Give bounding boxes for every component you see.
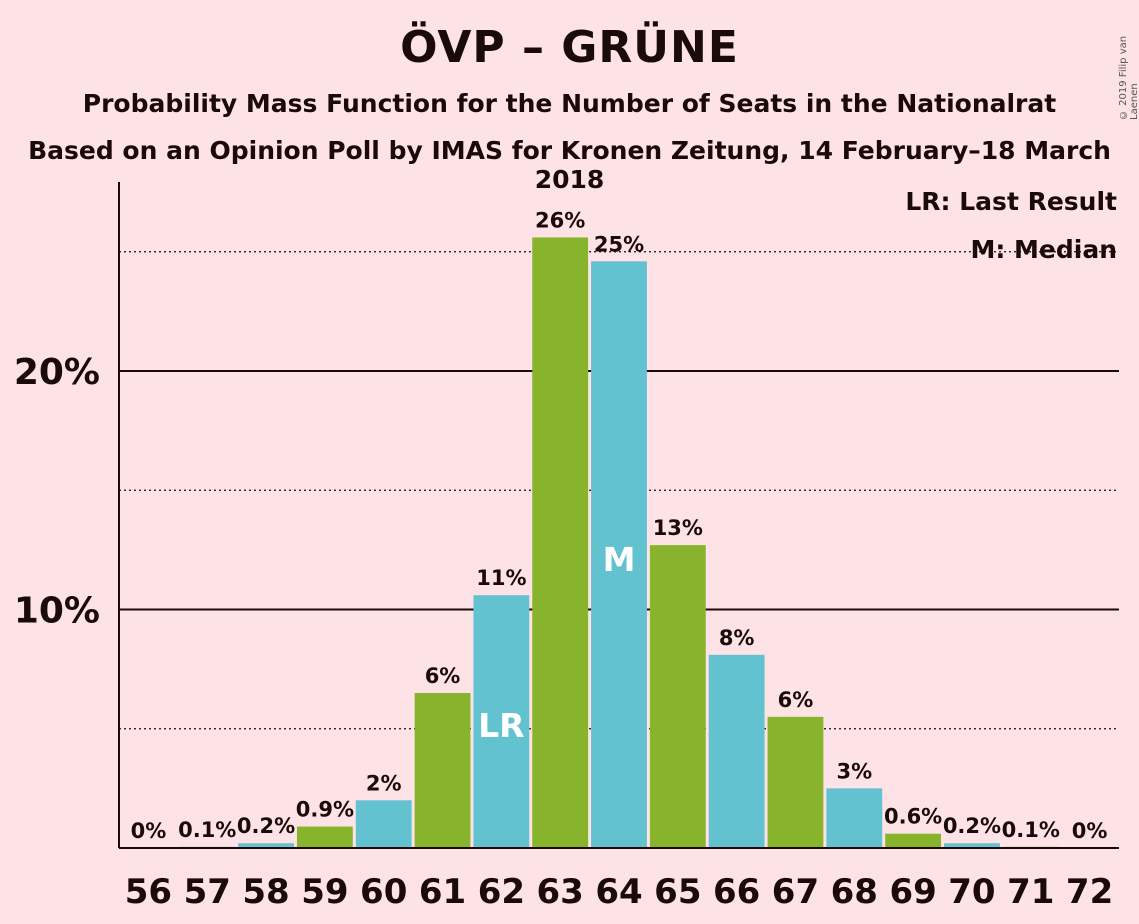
bars: LR M bbox=[179, 237, 1059, 848]
legend-last-result: LR: Last Result bbox=[905, 187, 1117, 216]
x-axis-tick-labels: 56 57 58 59 60 61 62 63 64 65 66 67 68 69 70 71 72 bbox=[125, 872, 1114, 912]
x-tick-60: 60 bbox=[360, 872, 407, 912]
bar-60 bbox=[355, 800, 412, 848]
bar-label-66: 8% bbox=[719, 626, 755, 650]
chart-source-subtitle: Based on an Opinion Poll by IMAS for Kro… bbox=[28, 136, 1111, 194]
x-tick-61: 61 bbox=[419, 872, 466, 912]
chart-title: ÖVP – GRÜNE bbox=[400, 22, 739, 73]
x-tick-59: 59 bbox=[301, 872, 348, 912]
x-tick-69: 69 bbox=[889, 872, 936, 912]
bar-label-56: 0% bbox=[131, 819, 167, 843]
y-tick-10: 10% bbox=[14, 591, 100, 632]
x-tick-56: 56 bbox=[125, 872, 172, 912]
bar-64 bbox=[591, 261, 647, 848]
bar-label-72: 0% bbox=[1072, 819, 1108, 843]
bar-61 bbox=[414, 692, 471, 848]
bar-65 bbox=[649, 545, 706, 848]
x-tick-64: 64 bbox=[595, 872, 642, 912]
x-tick-71: 71 bbox=[1007, 872, 1054, 912]
x-tick-57: 57 bbox=[184, 872, 231, 912]
bar-label-57: 0.1% bbox=[178, 818, 236, 842]
bar-label-67: 6% bbox=[778, 688, 814, 712]
bar-58 bbox=[238, 843, 294, 848]
bar-label-70: 0.2% bbox=[943, 814, 1001, 838]
bar-63 bbox=[532, 237, 589, 848]
bar-label-65: 13% bbox=[653, 516, 703, 540]
legend-median: M: Median bbox=[970, 235, 1117, 264]
x-tick-58: 58 bbox=[242, 872, 289, 912]
bar-label-63: 26% bbox=[535, 208, 585, 232]
bar-label-61: 6% bbox=[425, 664, 461, 688]
x-tick-62: 62 bbox=[478, 872, 525, 912]
x-tick-66: 66 bbox=[713, 872, 760, 912]
bar-69 bbox=[885, 833, 942, 848]
bar-label-59: 0.9% bbox=[296, 798, 354, 822]
y-axis-tick-labels: 10% 20% bbox=[14, 352, 100, 632]
bar-59 bbox=[296, 826, 353, 848]
bar-label-71: 0.1% bbox=[1002, 818, 1060, 842]
bar-label-64: 25% bbox=[594, 232, 644, 256]
x-tick-65: 65 bbox=[654, 872, 701, 912]
bar-label-60: 2% bbox=[366, 771, 402, 795]
x-tick-63: 63 bbox=[537, 872, 584, 912]
bar-66 bbox=[708, 654, 765, 848]
last-result-marker: LR bbox=[478, 706, 524, 745]
bar-label-62: 11% bbox=[476, 566, 526, 590]
x-tick-72: 72 bbox=[1066, 872, 1113, 912]
x-tick-67: 67 bbox=[772, 872, 819, 912]
bar-67 bbox=[767, 716, 824, 848]
bar-label-58: 0.2% bbox=[237, 814, 295, 838]
y-tick-20: 20% bbox=[14, 352, 100, 393]
bar-70 bbox=[944, 843, 1000, 848]
bar-68 bbox=[826, 788, 883, 848]
bar-label-69: 0.6% bbox=[884, 805, 942, 829]
bar-label-68: 3% bbox=[836, 759, 872, 783]
x-tick-68: 68 bbox=[831, 872, 878, 912]
bar-labels: 0% 0.1% 0.2%0.9%2%6%11%26%25%13%8%6%3%0.6%… bbox=[131, 208, 1108, 843]
x-tick-70: 70 bbox=[948, 872, 995, 912]
bar-62 bbox=[473, 595, 530, 848]
median-marker: M bbox=[603, 540, 636, 579]
chart-subtitle: Probability Mass Function for the Number… bbox=[82, 89, 1057, 118]
